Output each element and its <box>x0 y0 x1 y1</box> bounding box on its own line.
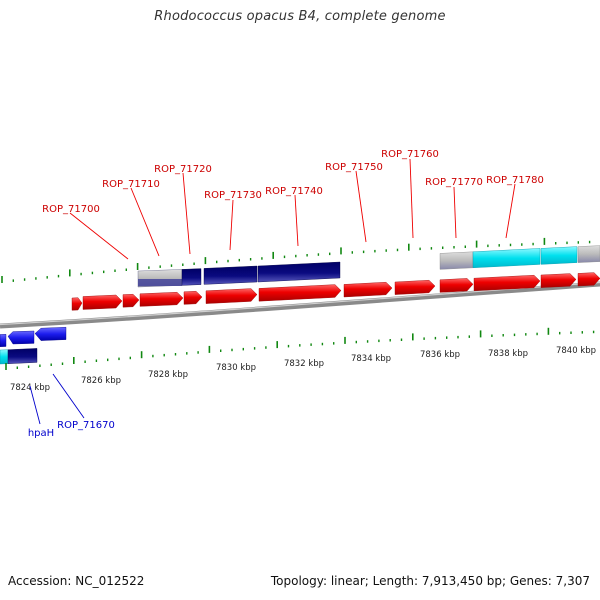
leader-line <box>52 373 85 419</box>
gene-arrow[interactable] <box>258 284 342 302</box>
gene-arrow[interactable] <box>139 291 184 307</box>
feature-block[interactable] <box>7 348 38 364</box>
forward-gene-labels: ROP_71700 ROP_71710 ROP_71720 ROP_71730 … <box>42 149 544 260</box>
feature-block[interactable] <box>577 245 600 263</box>
gene-label-rop-71760[interactable]: ROP_71760 <box>381 149 439 160</box>
feature-block[interactable] <box>181 268 202 286</box>
accession-text: Accession: NC_012522 <box>8 574 145 588</box>
feature-block[interactable] <box>472 248 541 269</box>
feature-block[interactable] <box>0 349 9 365</box>
leader-line <box>453 186 457 239</box>
gene-arrow-reverse[interactable] <box>7 330 35 345</box>
gene-arrow[interactable] <box>439 278 474 293</box>
genome-backbone <box>0 281 600 329</box>
scale-labels: 7824 kbp 7826 kbp 7828 kbp 7830 kbp 7832… <box>10 346 596 393</box>
reverse-genes <box>0 326 67 347</box>
tick-label-7840: 7840 kbp <box>556 346 596 356</box>
leader-line <box>130 187 160 257</box>
gene-label-rop-71670[interactable]: ROP_71670 <box>57 420 115 431</box>
gene-label-rop-71730[interactable]: ROP_71730 <box>204 190 262 201</box>
gene-label-rop-71770[interactable]: ROP_71770 <box>425 177 483 188</box>
leader-line <box>505 183 516 239</box>
tick-label-7828: 7828 kbp <box>148 370 188 380</box>
leader-line <box>229 199 234 251</box>
upper-tick-row <box>1 237 591 283</box>
leader-line <box>182 172 191 255</box>
leader-line <box>294 194 299 247</box>
gene-label-rop-71780[interactable]: ROP_71780 <box>486 175 544 186</box>
gene-arrow-reverse[interactable] <box>0 334 7 347</box>
genome-title: Rhodococcus opacus B4, complete genome <box>154 9 446 24</box>
gene-arrow[interactable] <box>343 281 393 298</box>
tick-label-7824: 7824 kbp <box>10 383 50 393</box>
gene-label-rop-71740[interactable]: ROP_71740 <box>265 186 323 197</box>
gene-arrow[interactable] <box>183 290 203 305</box>
feature-block[interactable] <box>203 265 258 285</box>
reverse-gene-labels: hpaH ROP_71670 <box>28 373 115 439</box>
tick-label-7838: 7838 kbp <box>488 349 528 359</box>
topology-text: Topology: linear; Length: 7,913,450 bp; … <box>270 574 590 588</box>
tick-label-7830: 7830 kbp <box>216 363 256 373</box>
gene-arrow[interactable] <box>82 294 123 310</box>
leader-line <box>409 158 414 239</box>
gene-arrow[interactable] <box>540 273 577 288</box>
feature-block-dark[interactable] <box>138 279 182 286</box>
gene-arrow-reverse[interactable] <box>34 326 67 341</box>
reverse-features <box>0 348 38 365</box>
gene-arrow[interactable] <box>122 293 140 308</box>
tick-label-7834: 7834 kbp <box>351 354 391 364</box>
feature-block[interactable] <box>540 246 578 265</box>
feature-block[interactable] <box>439 251 474 270</box>
gene-label-rop-71750[interactable]: ROP_71750 <box>325 162 383 173</box>
gene-label-rop-71710[interactable]: ROP_71710 <box>102 179 160 190</box>
gene-label-rop-71720[interactable]: ROP_71720 <box>154 164 212 175</box>
tick-label-7826: 7826 kbp <box>81 376 121 386</box>
forward-features <box>137 245 600 288</box>
feature-block[interactable] <box>257 261 341 283</box>
gene-arrow[interactable] <box>394 279 436 295</box>
tick-label-7836: 7836 kbp <box>420 350 460 360</box>
gene-label-hpah[interactable]: hpaH <box>28 428 54 439</box>
gene-label-rop-71700[interactable]: ROP_71700 <box>42 204 100 215</box>
leader-line <box>69 212 129 260</box>
forward-genes <box>71 272 600 311</box>
tick-label-7832: 7832 kbp <box>284 359 324 369</box>
gene-arrow[interactable] <box>205 288 258 304</box>
leader-line <box>355 170 367 243</box>
leader-line <box>29 385 41 425</box>
gene-arrow[interactable] <box>71 297 83 311</box>
gene-arrow[interactable] <box>577 272 600 287</box>
gene-arrow[interactable] <box>473 274 541 292</box>
lower-tick-row <box>5 327 595 370</box>
